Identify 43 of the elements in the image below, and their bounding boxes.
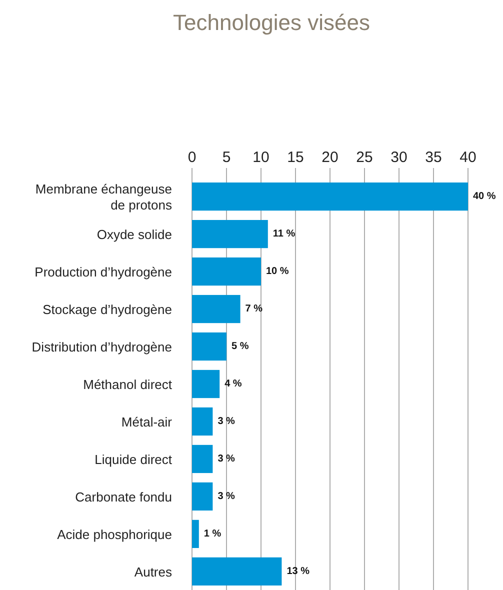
x-tick-label: 15 [287, 149, 304, 166]
data-label: 3 % [218, 453, 236, 464]
x-tick-label: 20 [322, 149, 338, 166]
y-tick-label: Distribution d’hydrogène [32, 339, 172, 354]
y-tick-label: Acide phosphorique [57, 526, 172, 542]
x-tick-label: 5 [222, 149, 231, 166]
data-label: 1 % [204, 528, 222, 540]
bar [192, 370, 220, 398]
bar [192, 444, 213, 474]
chart-title: Technologies visées [173, 10, 370, 35]
bar [192, 407, 213, 436]
bar [192, 294, 240, 324]
y-tick-label: Production d’hydrogène [34, 264, 172, 280]
y-tick-label: Autres [134, 564, 172, 579]
y-tick-label: Stockage d’hydrogène [42, 302, 172, 317]
y-tick-label: Liquide direct [94, 451, 172, 466]
data-label: 11 % [272, 228, 296, 240]
y-tick-label: Carbonate fondu [75, 488, 172, 504]
x-tick-label: 0 [188, 149, 196, 166]
x-tick-label: 10 [252, 149, 270, 166]
x-tick-label: 35 [425, 149, 442, 166]
bar [192, 220, 268, 248]
data-label: 10 % [266, 266, 289, 278]
x-tick-label: 30 [390, 149, 408, 166]
bar [192, 182, 468, 211]
data-label: 7 % [245, 304, 263, 315]
bar [192, 557, 282, 586]
x-tick-label: 40 [460, 149, 476, 166]
data-label: 3 % [218, 416, 236, 427]
y-tick-label: Méthanol direct [83, 376, 172, 392]
y-tick-label: Membrane échangeuse de protons [35, 181, 172, 212]
data-label: 13 % [286, 566, 310, 577]
bar [192, 482, 213, 511]
data-label: 4 % [224, 378, 242, 390]
data-label: 3 % [218, 490, 236, 502]
data-label: 5 % [232, 341, 249, 352]
y-tick-label: Oxyde solide [96, 226, 172, 242]
x-tick-label: 25 [356, 149, 373, 166]
data-label: 40 % [473, 191, 496, 202]
y-tick-label: Métal-air [121, 414, 173, 429]
bar [192, 332, 226, 361]
bar [192, 257, 261, 286]
bar [192, 520, 199, 548]
